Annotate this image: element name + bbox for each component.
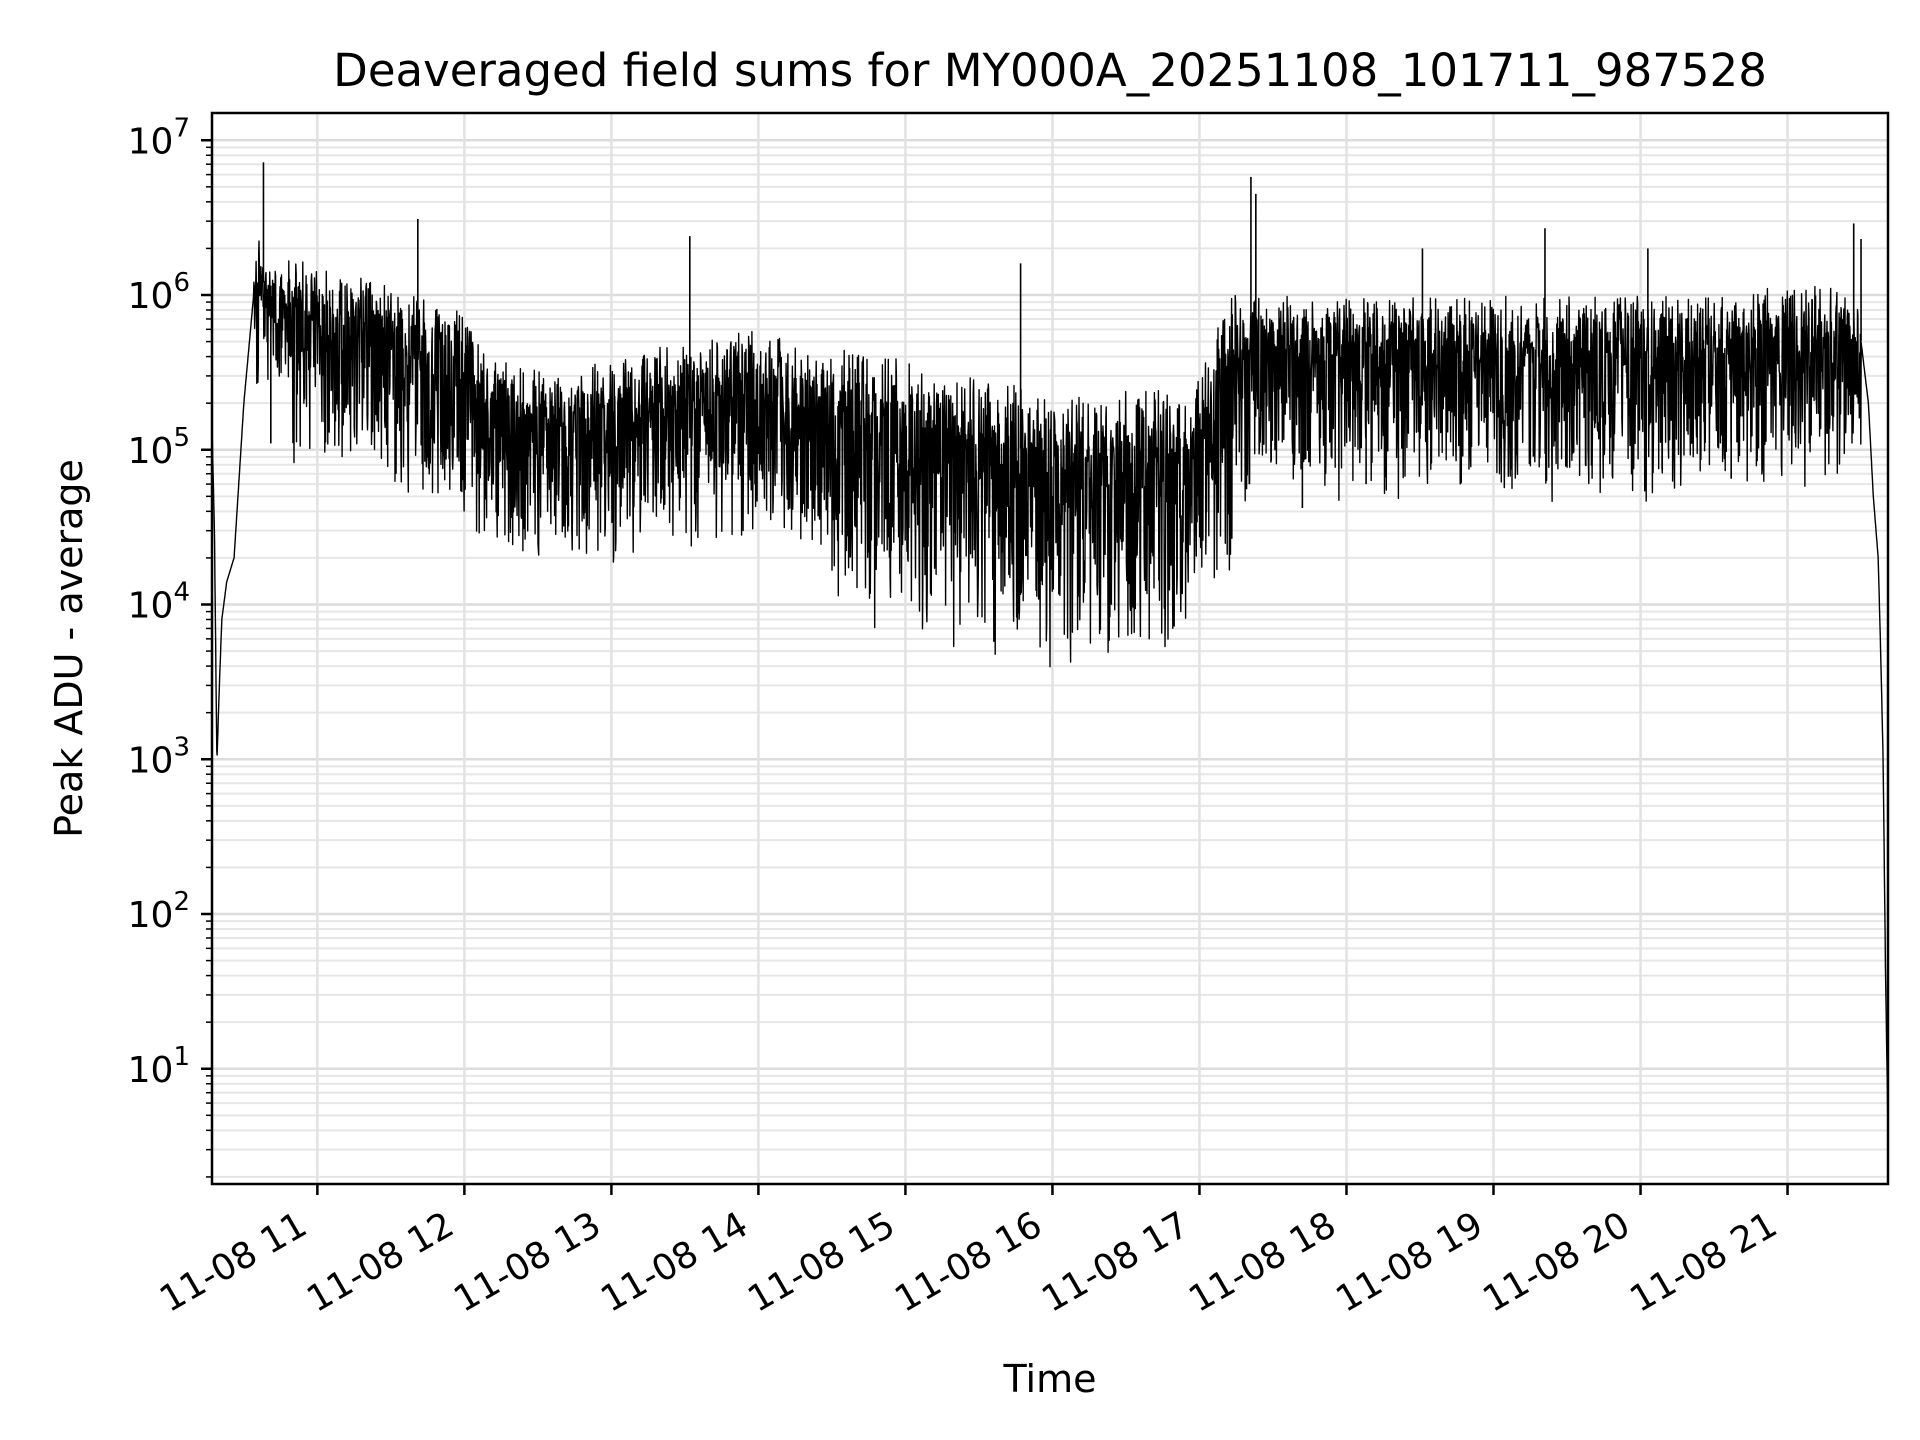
series-line — [211, 240, 1889, 1131]
y-tick-label: 102 — [128, 887, 190, 936]
y-tick-label: 105 — [128, 423, 190, 472]
grid — [212, 113, 1888, 1184]
chart-title: Deaveraged field sums for MY000A_2025110… — [333, 44, 1767, 97]
y-tick-label: 104 — [128, 578, 190, 627]
y-tick-label: 101 — [128, 1042, 190, 1091]
data-series — [211, 162, 1889, 1131]
plot-frame — [210, 111, 1890, 1186]
y-tick-label: 106 — [128, 268, 190, 317]
y-tick-label: 103 — [128, 732, 190, 781]
x-axis-title: Time — [1003, 1357, 1097, 1401]
y-axis-title: Peak ADU - average — [47, 459, 91, 838]
y-tick-label: 107 — [128, 113, 190, 162]
